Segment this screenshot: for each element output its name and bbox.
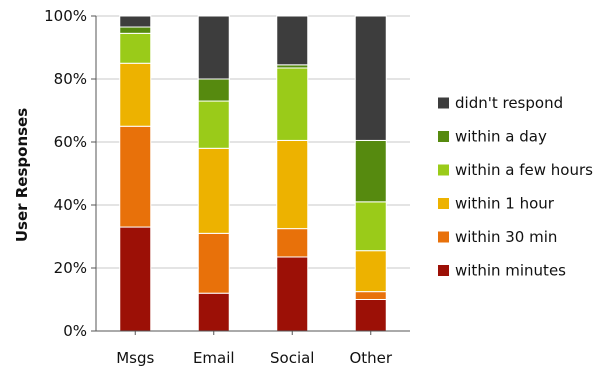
legend-item: within a day: [438, 128, 547, 146]
legend-item: within 30 min: [438, 228, 557, 246]
legend-item: didn't respond: [438, 94, 563, 112]
bar-segment-email-within-a-few-hours: [197, 100, 230, 149]
legend-item: within a few hours: [438, 161, 593, 179]
bar-segment-other-within-a-few-hours: [354, 201, 387, 252]
y-tick-label: 80%: [54, 70, 87, 88]
bar-segment-email-within-30-min: [197, 232, 230, 294]
legend-label: within a few hours: [455, 161, 593, 179]
legend-item: within 1 hour: [438, 195, 555, 213]
bar-segment-email-within-a-day: [197, 78, 230, 102]
bar-segment-other-within-1-hour: [354, 250, 387, 293]
x-tick-label-other: Other: [349, 349, 392, 367]
bar-segment-social-didn-t-respond: [276, 15, 309, 66]
y-tick-label: 40%: [54, 196, 87, 214]
bar-segment-msgs-didn-t-respond: [119, 15, 152, 28]
legend-swatch: [438, 198, 449, 209]
bars: [119, 15, 387, 332]
y-tick-label: 20%: [54, 259, 87, 277]
x-category-labels: Msgs Email Social Other: [116, 331, 393, 367]
legend-swatch: [438, 231, 449, 243]
x-tick-label-email: Email: [193, 349, 235, 367]
y-tick-labels: 0% 20% 40% 60% 80% 100%: [44, 7, 96, 340]
bar-segment-msgs-within-30-min: [119, 125, 152, 228]
y-axis-label: User Responses: [13, 108, 31, 242]
legend-label: within 30 min: [455, 228, 557, 246]
x-tick-label-msgs: Msgs: [116, 349, 154, 367]
legend-swatch: [438, 265, 449, 276]
bar-segment-msgs-within-minutes: [119, 226, 152, 332]
bar-segment-social-within-minutes: [276, 256, 309, 332]
bar-segment-social-within-a-few-hours: [276, 67, 309, 141]
bar-segment-email-within-1-hour: [197, 147, 230, 234]
legend-label: within a day: [455, 128, 547, 146]
bar-segment-social-within-1-hour: [276, 139, 309, 230]
legend-label: within minutes: [455, 262, 566, 280]
bar-segment-social-within-30-min: [276, 228, 309, 258]
legend-swatch: [438, 164, 449, 176]
bar-segment-email-within-minutes: [197, 292, 230, 332]
x-tick-label-social: Social: [270, 349, 314, 367]
bar-segment-other-within-a-day: [354, 139, 387, 203]
bar-segment-msgs-within-a-few-hours: [119, 32, 152, 64]
bar-segment-other-within-minutes: [354, 299, 387, 332]
bar-segment-email-didn-t-respond: [197, 15, 230, 80]
y-tick-label: 100%: [44, 7, 87, 25]
y-tick-label: 0%: [63, 322, 87, 340]
legend-swatch: [438, 131, 449, 142]
legend: didn't respond within a day within a few h…: [438, 94, 593, 280]
bar-segment-msgs-within-1-hour: [119, 62, 152, 127]
bar-segment-other-within-30-min: [354, 291, 387, 300]
axes: [95, 16, 410, 332]
legend-item: within minutes: [438, 262, 566, 280]
bar-segment-other-didn-t-respond: [354, 15, 387, 141]
legend-label: didn't respond: [455, 94, 563, 112]
legend-swatch: [438, 97, 449, 109]
y-tick-label: 60%: [54, 133, 87, 151]
bar-segment-msgs-within-a-day: [119, 26, 152, 34]
legend-label: within 1 hour: [455, 195, 555, 213]
